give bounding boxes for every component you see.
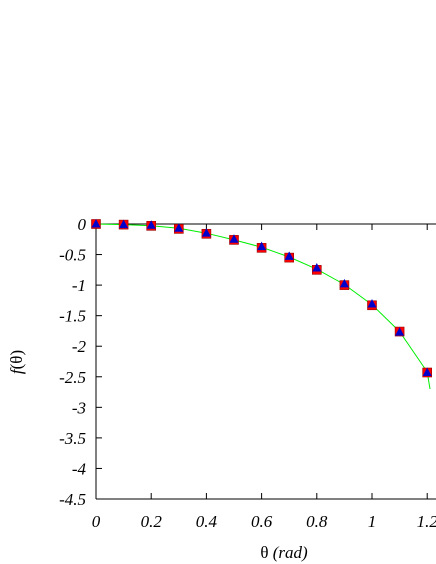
x-tick-label: 1 (368, 512, 377, 531)
x-tick-label: 0 (92, 512, 101, 531)
triangle-marker (229, 234, 239, 243)
y-tick-label: -2.5 (59, 368, 86, 387)
triangle-marker (146, 220, 156, 229)
x-axis-title: θ (rad) (260, 543, 308, 562)
x-tick-label: 0.8 (306, 512, 328, 531)
y-axis-title: f(θ) (7, 350, 26, 374)
triangle-marker (201, 228, 211, 237)
triangle-marker (119, 219, 129, 229)
y-axis-title-arg: (θ) (7, 350, 26, 369)
triangle-marker (174, 223, 184, 232)
x-ticks: 0 0.2 0.4 0.6 0.8 1 1.2 (92, 224, 436, 531)
x-tick-label: 0.2 (141, 512, 163, 531)
y-tick-label: -1 (72, 276, 86, 295)
triangle-marker (257, 241, 267, 251)
triangle-marker (422, 367, 432, 376)
triangle-marker (284, 251, 294, 260)
triangle-marker (312, 263, 322, 272)
triangle-marker (367, 299, 377, 308)
series-layer (91, 219, 433, 390)
y-tick-label: -1.5 (59, 307, 86, 326)
triangle-marker (91, 219, 101, 228)
x-tick-label: 0.6 (251, 512, 273, 531)
y-tick-label: 0 (78, 215, 87, 234)
y-ticks: 0 -0.5 -1 -1.5 -2 -2.5 -3 -3.5 -4 -4.5 (59, 215, 102, 509)
chart-axes (95, 223, 436, 500)
triangle-marker (339, 278, 349, 288)
x-tick-label: 1.2 (417, 512, 436, 531)
y-tick-label: -0.5 (59, 246, 86, 265)
y-tick-label: -3.5 (59, 429, 86, 448)
x-axis-title-symbol: θ (260, 543, 268, 562)
x-tick-label: 0.4 (196, 512, 218, 531)
x-axis-title-unit: (rad) (273, 543, 308, 562)
y-tick-label: -4.5 (59, 490, 86, 509)
y-tick-label: -4 (72, 459, 87, 478)
y-tick-label: -2 (72, 337, 87, 356)
y-axis-title-func: f (7, 367, 26, 374)
y-tick-label: -3 (72, 398, 86, 417)
triangle-marker (395, 327, 405, 336)
